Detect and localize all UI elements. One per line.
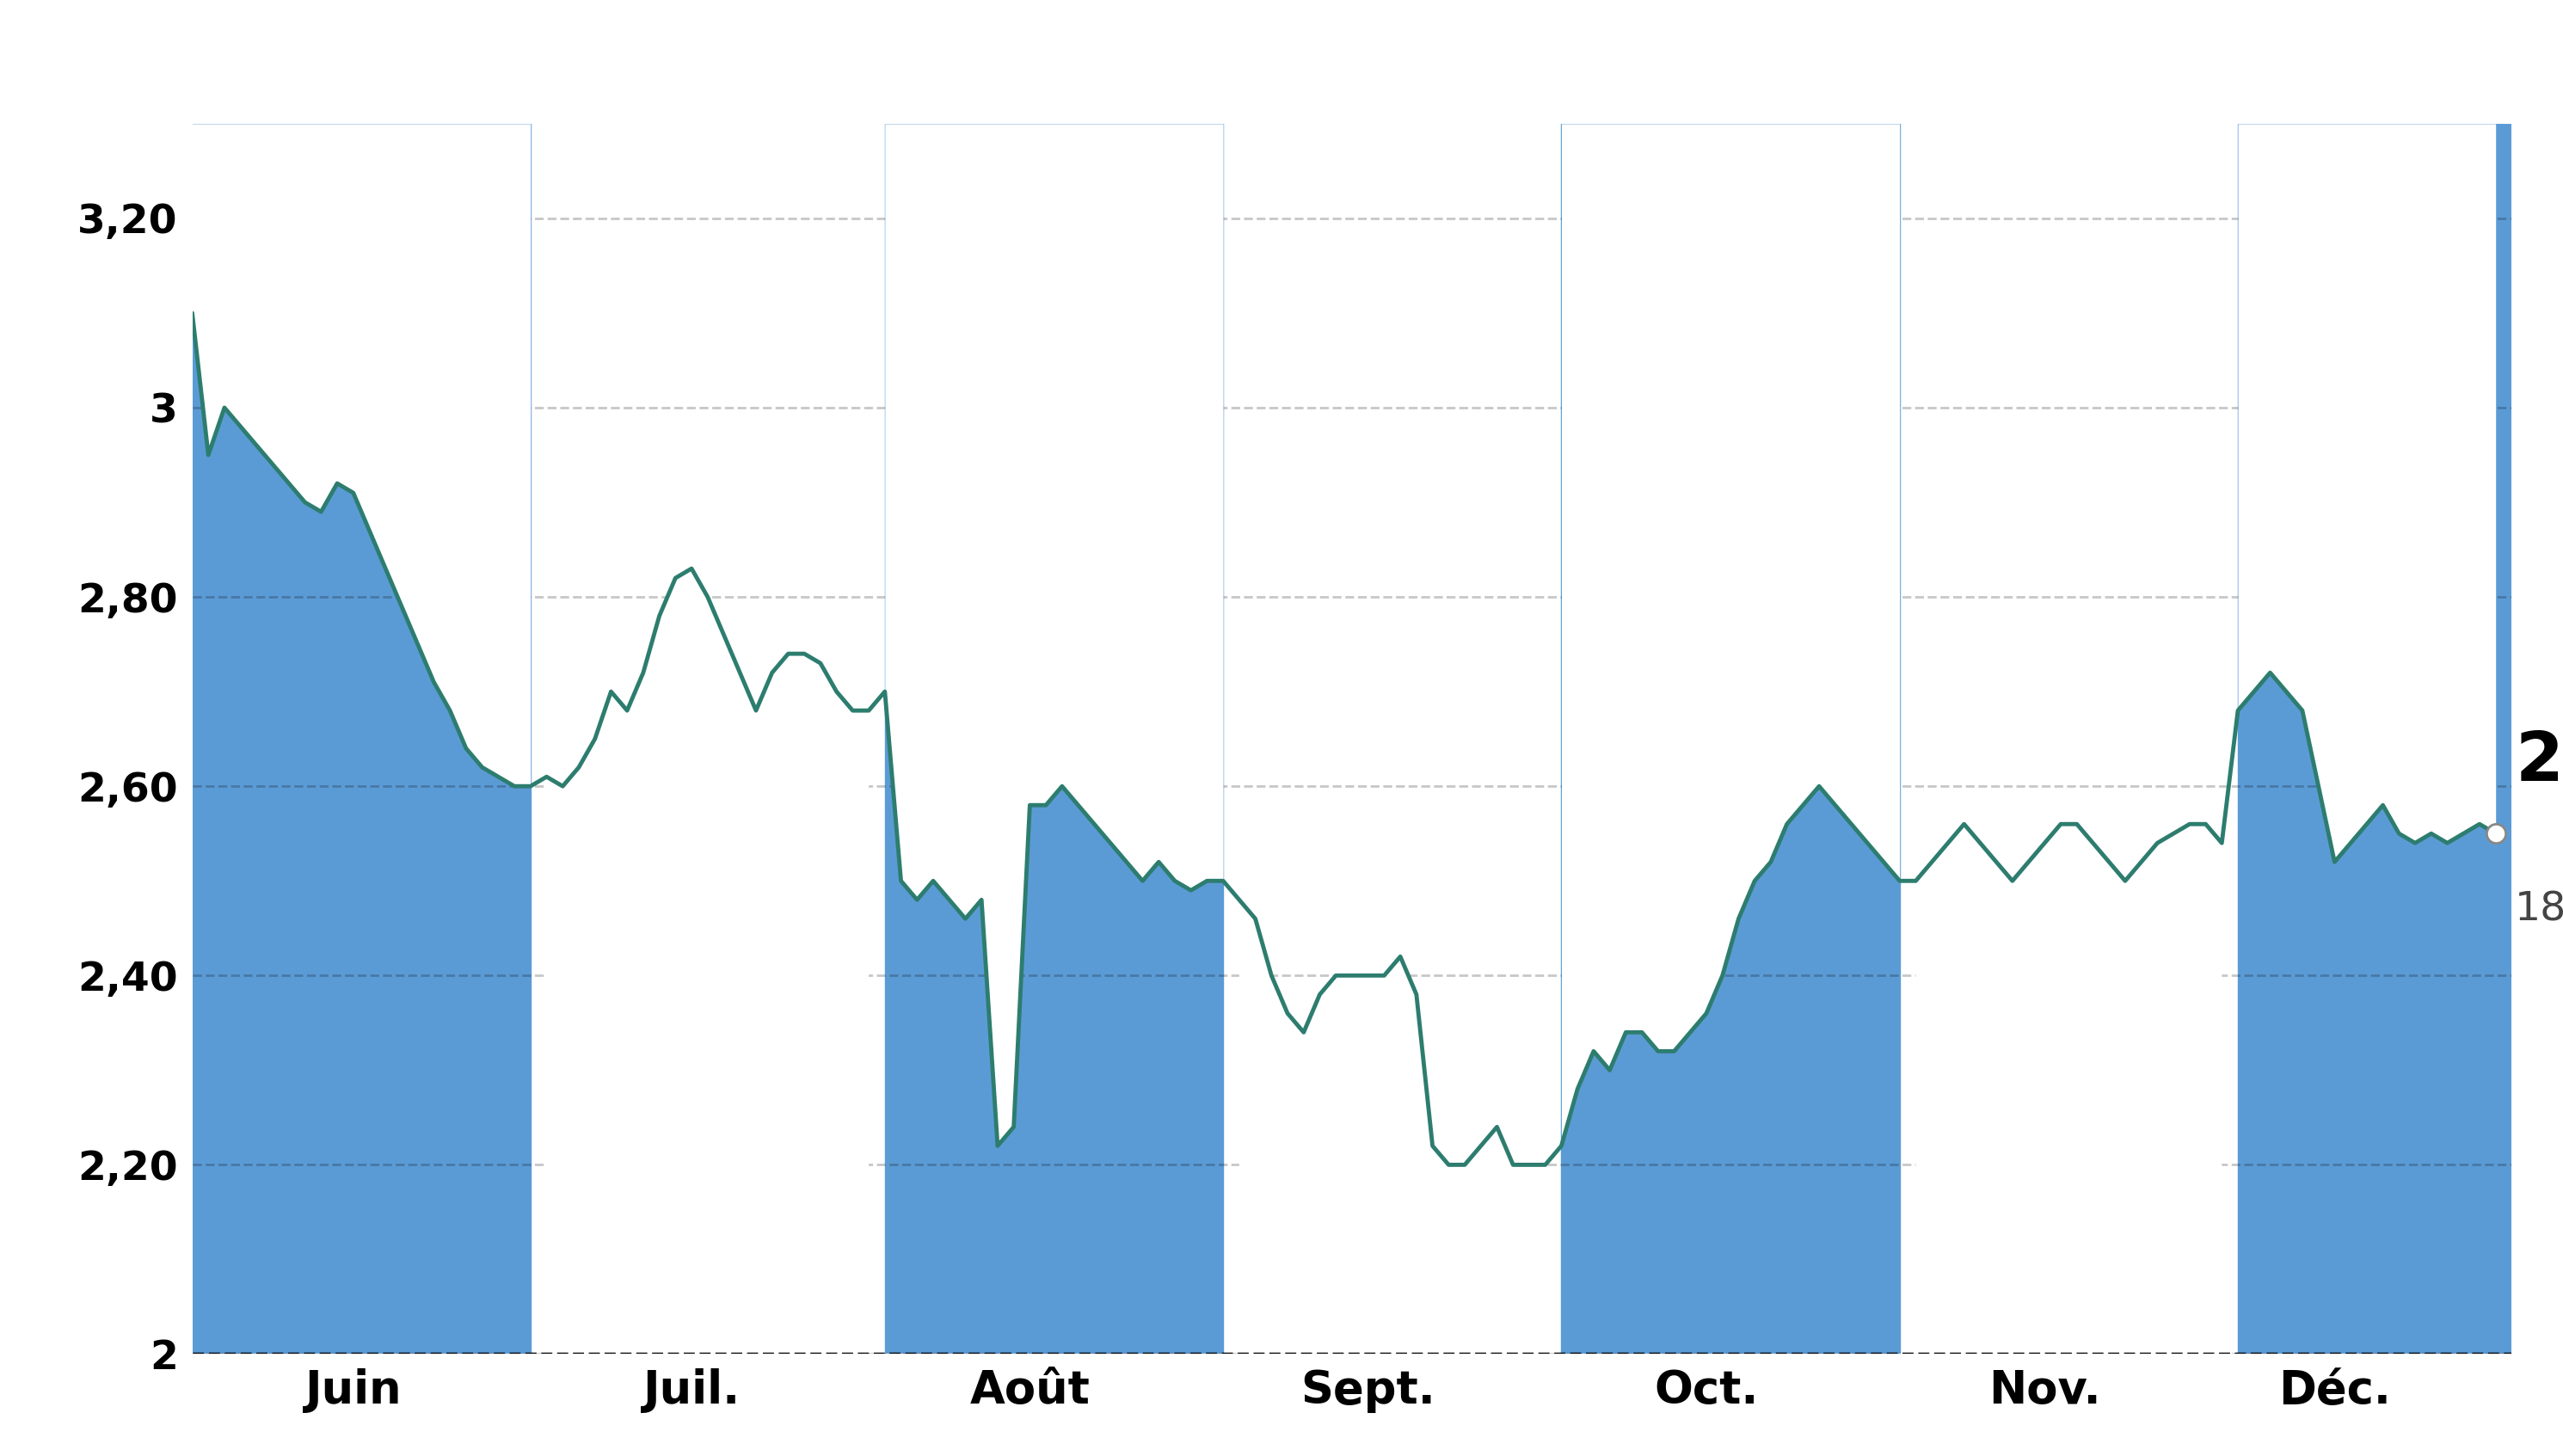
Bar — [192, 124, 531, 1354]
Bar — [884, 124, 1223, 1354]
Text: 2,55: 2,55 — [2514, 728, 2563, 795]
Bar — [1561, 124, 1899, 1354]
Text: 18/12: 18/12 — [2514, 890, 2563, 929]
Bar — [2237, 124, 2527, 1354]
Text: QWAMPLIFY: QWAMPLIFY — [956, 6, 1607, 99]
